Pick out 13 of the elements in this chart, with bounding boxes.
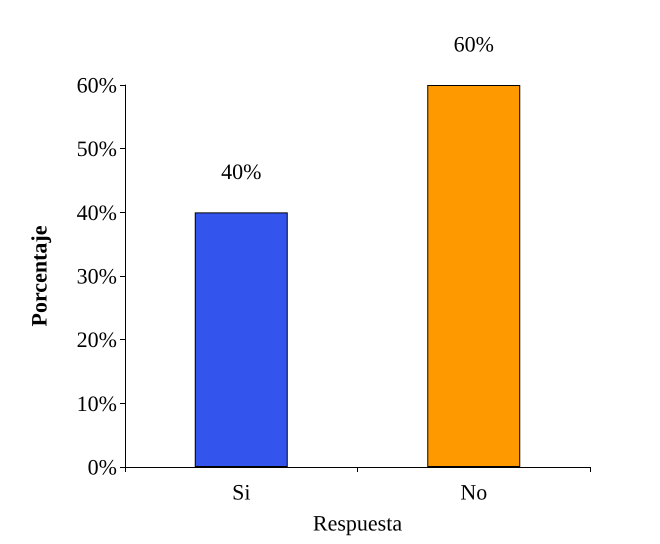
x-tick-label: No (460, 480, 488, 504)
x-axis-title: Respuesta (312, 510, 402, 536)
y-tick-label: 60% (76, 72, 117, 98)
y-tick-label: 40% (76, 200, 117, 225)
y-tick-label: 10% (76, 390, 117, 416)
y-axis-title: Porcentaje (26, 225, 52, 326)
y-tick-label: 0% (88, 454, 117, 480)
y-tick-label: 20% (76, 327, 117, 352)
data-label: 60% (454, 32, 494, 56)
y-tick-label: 30% (76, 264, 117, 288)
x-tick-label: Si (232, 480, 250, 504)
data-label: 40% (221, 158, 262, 184)
y-tick-label: 50% (76, 136, 117, 162)
